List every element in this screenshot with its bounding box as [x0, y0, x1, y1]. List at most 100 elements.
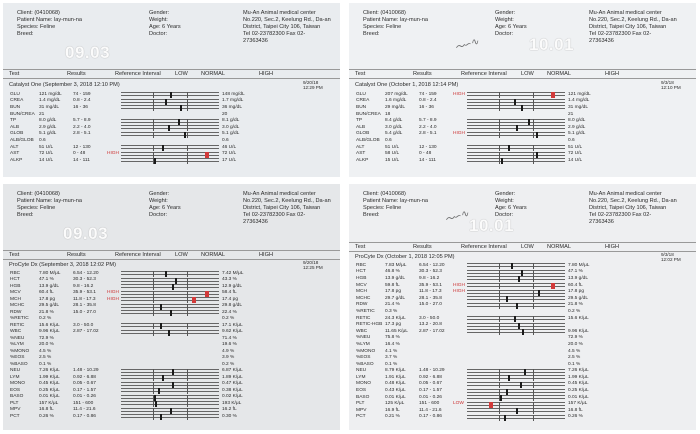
- range-bar: [467, 316, 565, 323]
- result-row: %NEU 72.9 % 71.4 %: [9, 335, 243, 342]
- abnormal-flag: HIGH: [453, 91, 465, 97]
- reference-interval: 28.1 - 35.8: [73, 303, 96, 309]
- reference-interval: [419, 335, 453, 342]
- range-bar: [467, 336, 565, 340]
- previous-date-line: 12:29 PM: [303, 85, 323, 91]
- column-results: Results: [67, 71, 86, 77]
- result-row: GLU 121 mg/dL 74 - 159 148 mg/dL: [9, 91, 245, 99]
- abnormal-flag: [107, 131, 121, 138]
- range-bar: [467, 375, 565, 382]
- range-bar-cell: [467, 137, 565, 144]
- range-bar: [121, 407, 219, 414]
- result-row: LYM 1.99 K/μL 0.92 - 6.88 1.89 K/μL: [9, 374, 243, 382]
- range-high-tick: [532, 381, 534, 388]
- reference-interval: 2.8 - 5.1: [419, 131, 437, 137]
- range-bar-cell: [467, 400, 565, 408]
- result-row: MCV 59.8 fL 35.9 - 53.1 HIGH 60.4 fL: [355, 282, 589, 290]
- reference-interval: 0.01 - 0.26: [73, 394, 96, 400]
- range-bar-cell: [121, 131, 219, 138]
- reference-interval: 3.0 - 50.0: [73, 322, 94, 328]
- previous-date-line: 9/3/18: [661, 252, 674, 257]
- range-bar-cell: [467, 262, 565, 270]
- clinic-line: Mu-An Animal medical center: [243, 10, 316, 16]
- test-name: %RETIC: [10, 316, 29, 322]
- result-row: RETIC-HGB 17.3 pg 13.2 - 20.8: [355, 321, 589, 329]
- test-name: ALT: [10, 144, 19, 150]
- abnormal-flag: [453, 308, 467, 315]
- reference-interval: 13.2 - 20.8: [419, 322, 442, 328]
- previous-result: 7.42 M/μL: [222, 270, 244, 276]
- result-row: %LYM 16.4 % 20.0 %: [355, 341, 589, 348]
- range-bar: [121, 151, 219, 158]
- results-table: GLU 207 mg/dL 74 - 159 HIGH 121 mg/dL CREA 1.6…: [355, 91, 591, 165]
- range-bar: [467, 112, 565, 116]
- result-row: AST 72 U/L 0 - 48 HIGH 72 U/L: [9, 150, 245, 158]
- test-name: GLOB: [10, 131, 24, 137]
- clinic-line: 27363436: [243, 38, 268, 44]
- column-normal: NORMAL: [201, 71, 225, 77]
- previous-result: 43.3 %: [222, 277, 237, 283]
- report-sheet-catalyst-0903: Client: (0410068) Patient Name: lay-mun-n…: [3, 3, 340, 177]
- test-result: 7.26 K/μL: [39, 368, 60, 374]
- range-bar-cell: [121, 400, 219, 408]
- result-marker: [165, 98, 168, 105]
- result-row: BUN 31 mg/dL 16 - 36 36 mg/dL: [9, 104, 245, 112]
- column-high: HIGH: [259, 71, 273, 77]
- range-bar: [467, 388, 565, 395]
- test-name: MCHC: [356, 295, 371, 301]
- result-row: PCT 0.21 % 0.17 - 0.86 0.26 %: [355, 414, 589, 421]
- range-bar: [121, 112, 219, 116]
- reference-interval: 151 - 600: [419, 401, 440, 407]
- test-result: 31 mg/dL: [39, 104, 60, 110]
- column-test: Test: [355, 244, 366, 250]
- range-bar: [467, 283, 565, 290]
- result-marker: [171, 368, 174, 375]
- test-name: MONO: [356, 381, 371, 387]
- reference-interval: 15.0 - 27.0: [419, 302, 442, 308]
- clinic-line: No.220, Sec.2, Keelung Rd., Da-an: [243, 17, 331, 23]
- previous-result: 0.6: [222, 137, 229, 143]
- range-high-tick: [186, 329, 188, 336]
- column-results: Results: [67, 252, 86, 258]
- test-result: 5.4 g/dL: [385, 131, 403, 137]
- range-low-tick: [153, 98, 154, 105]
- test-name: LYM: [356, 374, 366, 380]
- range-bar-cell: [121, 124, 219, 132]
- result-row: MPV 16.9 fL 11.4 - 21.6 16.8 fL: [355, 407, 589, 415]
- test-name: %NEU: [356, 335, 371, 341]
- range-bar: [121, 290, 219, 297]
- range-low-tick: [499, 401, 500, 408]
- range-high-tick: [186, 414, 188, 421]
- previous-result-date: 9/20/18 12:29 PM: [303, 80, 323, 90]
- range-low-tick: [153, 118, 154, 125]
- reference-interval: [419, 361, 453, 368]
- abnormal-flag: [107, 413, 121, 420]
- range-high-tick: [186, 277, 188, 284]
- range-low-tick: [499, 381, 500, 388]
- previous-result: 7.80 M/μL: [568, 262, 590, 268]
- reference-interval: 14 - 111: [73, 157, 90, 163]
- range-high-tick: [532, 269, 534, 276]
- range-bar-cell: [467, 328, 565, 336]
- previous-result: 12.9 g/dL: [222, 283, 243, 289]
- previous-result: 17.4 pg: [222, 296, 239, 302]
- range-bar: [121, 414, 219, 421]
- test-name: HCT: [356, 269, 366, 275]
- reference-interval: 2.87 - 17.02: [419, 328, 445, 334]
- range-bar-cell: [467, 288, 565, 296]
- range-low-tick: [153, 145, 154, 152]
- result-marker: [191, 297, 196, 304]
- previous-result: 5.1 g/dL: [568, 131, 586, 137]
- test-result: 16.8 fL: [39, 407, 54, 413]
- test-result: 1.4 mg/dL: [39, 98, 61, 104]
- result-marker: [527, 118, 530, 125]
- clinic-line: Mu-An Animal medical center: [589, 10, 662, 16]
- result-row: %BASO 0.1 % 0.1 %: [355, 361, 589, 368]
- results-table: RBC 7.80 M/μL 6.54 - 12.20 7.42 M/μL HCT 47.1…: [9, 270, 244, 421]
- range-bar-cell: [467, 91, 565, 99]
- abnormal-flag: HIGH: [453, 131, 465, 137]
- abnormal-flag: [107, 91, 121, 98]
- result-marker: [177, 118, 180, 125]
- result-row: RBC 7.83 M/μL 6.54 - 12.20 7.80 M/μL: [355, 262, 590, 270]
- range-bar-cell: [467, 354, 565, 361]
